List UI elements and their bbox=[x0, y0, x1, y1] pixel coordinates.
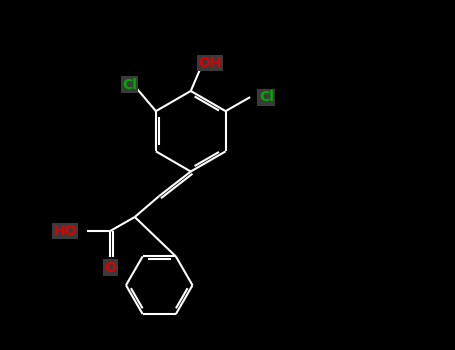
Text: OH: OH bbox=[198, 56, 222, 70]
Text: Cl: Cl bbox=[122, 78, 137, 92]
Text: HO: HO bbox=[54, 224, 77, 238]
Text: Cl: Cl bbox=[259, 90, 274, 104]
Text: O: O bbox=[104, 261, 116, 275]
